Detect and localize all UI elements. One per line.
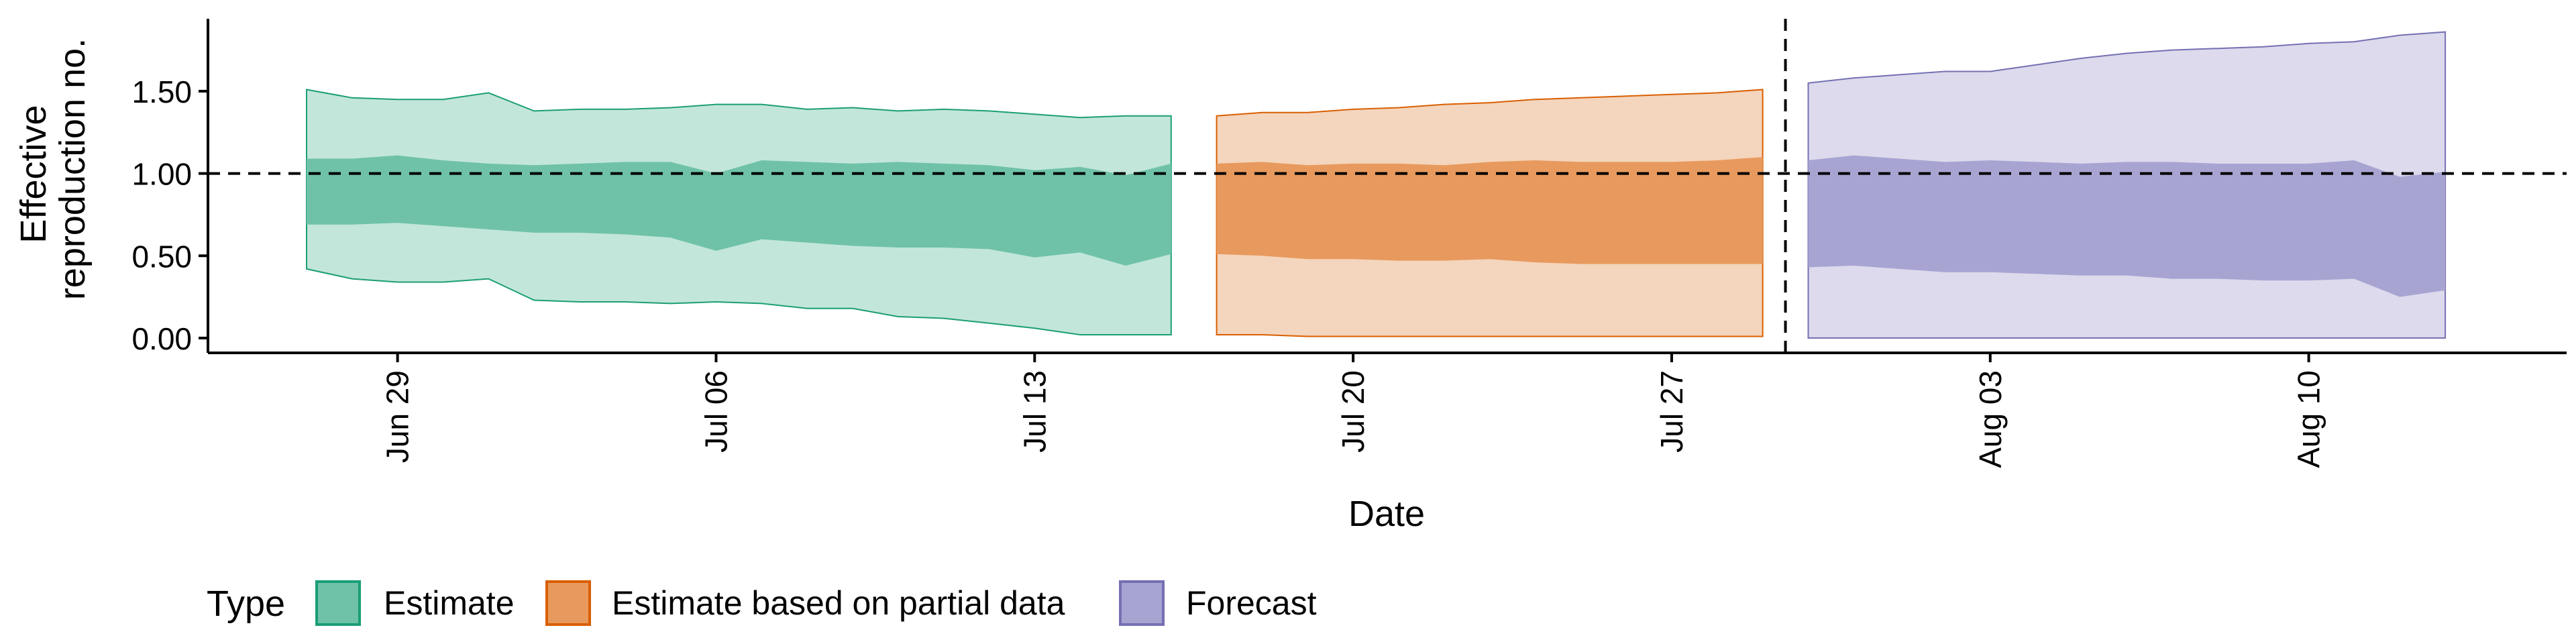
x-tick-label: Jun 29 [380, 370, 415, 463]
legend-key-forecast [1119, 580, 1165, 626]
legend-key-partial [545, 580, 591, 626]
y-tick-label: 1.50 [131, 74, 192, 109]
legend: Type Estimate Estimate based on partial … [207, 580, 1317, 626]
plot-panel: 0.00 0.50 1.00 1.50 Jun 29 Jul 06 Jul 13 Jul 2… [131, 19, 2567, 468]
ribbon-50-estimate [307, 155, 1171, 266]
y-axis-title-line-1: Effective [13, 105, 54, 243]
legend-key-estimate [315, 580, 361, 626]
ribbon-50-forecast [1808, 155, 2446, 297]
y-axis-title-line-2: reproduction no. [52, 38, 93, 300]
y-tick-label: 1.00 [131, 157, 192, 192]
ribbon-50-partial [1216, 157, 1763, 264]
legend-label-partial: Estimate based on partial data [612, 584, 1065, 622]
x-tick-label: Jul 27 [1654, 370, 1689, 453]
x-tick-label: Jul 06 [698, 370, 733, 453]
y-axis-ticks: 0.00 0.50 1.00 1.50 [131, 74, 208, 356]
x-axis-title: Date [1348, 494, 1425, 534]
y-axis-title: Effective reproduction no. [13, 38, 93, 300]
x-tick-label: Aug 03 [1973, 370, 2008, 468]
y-tick-label: 0.00 [131, 321, 192, 356]
x-axis-ticks: Jun 29 Jul 06 Jul 13 Jul 20 Jul 27 Aug 03 Aug … [380, 353, 2326, 468]
x-tick-label: Jul 20 [1336, 370, 1371, 453]
legend-title: Type [207, 584, 285, 624]
y-tick-label: 0.50 [131, 239, 192, 274]
legend-label-estimate: Estimate [384, 584, 515, 622]
ribbon-layer [306, 31, 2447, 339]
legend-label-forecast: Forecast [1186, 584, 1317, 622]
x-tick-label: Aug 10 [2292, 370, 2326, 468]
x-tick-label: Jul 13 [1017, 370, 1052, 453]
